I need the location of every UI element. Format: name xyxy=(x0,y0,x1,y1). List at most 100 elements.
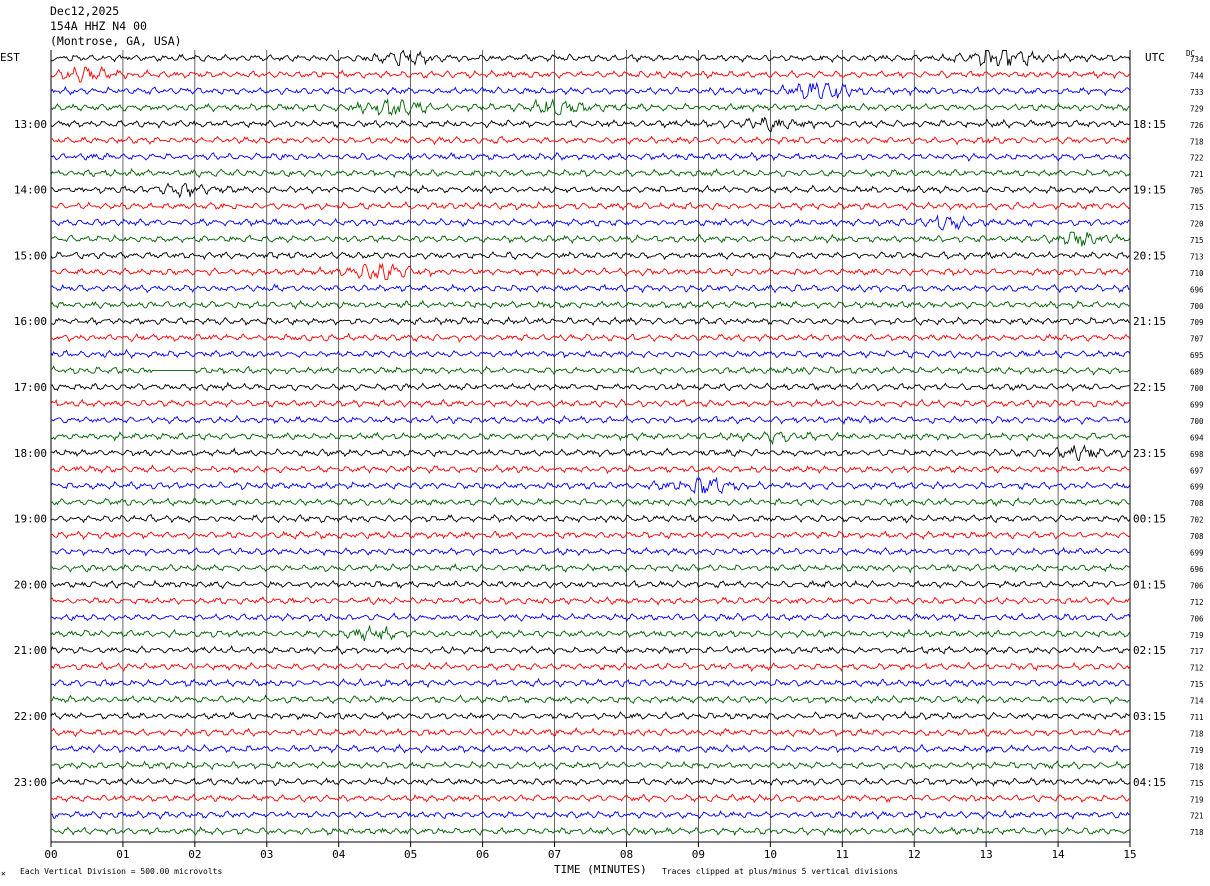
seismic-trace xyxy=(50,167,1131,179)
seismic-trace xyxy=(50,214,1131,231)
dc-offset-value: 715 xyxy=(1190,680,1204,689)
seismic-trace xyxy=(50,398,1131,409)
seismic-trace xyxy=(50,299,1131,310)
seismic-trace xyxy=(50,644,1131,656)
dc-offset-value: 700 xyxy=(1190,417,1204,426)
seismic-trace xyxy=(50,116,1131,132)
seismic-trace xyxy=(50,135,1131,146)
seismic-trace xyxy=(50,464,1131,475)
seismic-trace xyxy=(50,624,1131,642)
right-hour-label: 01:15 xyxy=(1133,578,1166,591)
dc-offset-value: 699 xyxy=(1190,483,1204,492)
dc-offset-value: 714 xyxy=(1190,697,1204,706)
seismic-trace xyxy=(50,98,1131,117)
dc-offset-value: 720 xyxy=(1190,220,1204,229)
x-tick-label: 01 xyxy=(116,848,129,861)
seismic-trace xyxy=(50,760,1131,771)
right-hour-label: 20:15 xyxy=(1133,249,1166,262)
dc-offset-value: 733 xyxy=(1190,88,1204,97)
seismic-trace xyxy=(50,332,1131,343)
left-hour-label: 22:00 xyxy=(14,710,47,723)
dc-offset-value: 719 xyxy=(1190,795,1204,804)
seismic-trace xyxy=(50,562,1131,574)
left-timezone-label: EST xyxy=(0,51,20,64)
x-tick-label: 03 xyxy=(260,848,273,861)
dc-offset-value: 699 xyxy=(1190,549,1204,558)
seismic-trace xyxy=(50,595,1131,606)
dc-offset-value: 706 xyxy=(1190,581,1204,590)
seismic-trace xyxy=(50,151,1131,162)
left-hour-label: 14:00 xyxy=(14,184,47,197)
left-hour-label: 20:00 xyxy=(14,578,47,591)
seismic-trace xyxy=(50,546,1131,557)
dc-offset-value: 717 xyxy=(1190,647,1204,656)
dc-offset-header: DC xyxy=(1186,49,1196,58)
dc-offset-value: 712 xyxy=(1190,598,1204,607)
seismic-trace xyxy=(50,826,1131,837)
dc-offset-value: 729 xyxy=(1190,104,1204,113)
x-tick-label: 11 xyxy=(836,848,849,861)
x-axis-label: TIME (MINUTES) xyxy=(554,863,647,876)
seismic-trace xyxy=(50,65,1131,83)
seismic-trace xyxy=(50,743,1131,754)
dc-offset-value: 707 xyxy=(1190,335,1204,344)
left-hour-label: 21:00 xyxy=(14,644,47,657)
seismic-trace xyxy=(50,776,1131,787)
right-hour-label: 22:15 xyxy=(1133,381,1166,394)
header-location: (Montrose, GA, USA) xyxy=(50,34,182,48)
dc-offset-value: 715 xyxy=(1190,203,1204,212)
x-tick-label: 02 xyxy=(188,848,201,861)
left-hour-label: 15:00 xyxy=(14,249,47,262)
left-hour-label: 18:00 xyxy=(14,447,47,460)
x-tick-label: 05 xyxy=(404,848,417,861)
seismic-trace xyxy=(50,793,1131,804)
seismic-trace xyxy=(50,496,1131,507)
dc-offset-value: 718 xyxy=(1190,729,1204,738)
seismic-trace xyxy=(50,530,1131,541)
seismic-trace xyxy=(50,809,1130,820)
right-hour-label: 04:15 xyxy=(1133,776,1166,789)
right-hour-label: 21:15 xyxy=(1133,315,1166,328)
seismic-trace xyxy=(50,579,1131,590)
dc-offset-value: 697 xyxy=(1190,466,1204,475)
left-hour-label: 17:00 xyxy=(14,381,47,394)
dc-offset-value: 710 xyxy=(1190,269,1204,278)
x-tick-label: 06 xyxy=(476,848,489,861)
corner-mark: ✕ xyxy=(1,869,6,878)
seismic-trace xyxy=(50,513,1131,524)
right-hour-label: 19:15 xyxy=(1133,184,1166,197)
seismic-trace xyxy=(50,727,1131,738)
dc-offset-value: 719 xyxy=(1190,631,1204,640)
dc-offset-value: 689 xyxy=(1190,368,1204,377)
dc-offset-value: 718 xyxy=(1190,137,1204,146)
left-hour-label: 19:00 xyxy=(14,513,47,526)
seismic-trace xyxy=(50,710,1131,722)
seismic-trace xyxy=(50,182,1131,199)
seismic-trace xyxy=(50,694,1130,705)
seismic-trace xyxy=(50,381,1131,392)
scale-note: Each Vertical Division = 500.00 microvol… xyxy=(20,867,223,876)
x-tick-label: 14 xyxy=(1051,848,1065,861)
right-hour-label: 18:15 xyxy=(1133,118,1166,131)
seismic-trace xyxy=(50,81,1131,99)
seismic-trace xyxy=(50,316,1131,327)
dc-offset-value: 700 xyxy=(1190,302,1204,311)
x-tick-label: 08 xyxy=(620,848,633,861)
seismic-trace xyxy=(50,250,1131,261)
seismic-trace xyxy=(50,677,1131,689)
x-tick-label: 09 xyxy=(692,848,705,861)
dc-offset-value: 713 xyxy=(1190,252,1204,261)
dc-offset-value: 696 xyxy=(1190,565,1204,574)
right-timezone-label: UTC xyxy=(1145,51,1165,64)
x-tick-label: 10 xyxy=(764,848,777,861)
x-tick-label: 04 xyxy=(332,848,346,861)
dc-offset-value: 698 xyxy=(1190,450,1204,459)
dc-offset-value: 715 xyxy=(1190,779,1204,788)
seismic-trace xyxy=(50,231,1131,247)
dc-offset-value: 721 xyxy=(1190,812,1204,821)
dc-offset-value: 696 xyxy=(1190,285,1204,294)
dc-offset-value: 695 xyxy=(1190,351,1204,360)
seismic-trace xyxy=(50,49,1131,67)
right-hour-label: 00:15 xyxy=(1133,513,1166,526)
dc-offset-value: 715 xyxy=(1190,236,1204,245)
